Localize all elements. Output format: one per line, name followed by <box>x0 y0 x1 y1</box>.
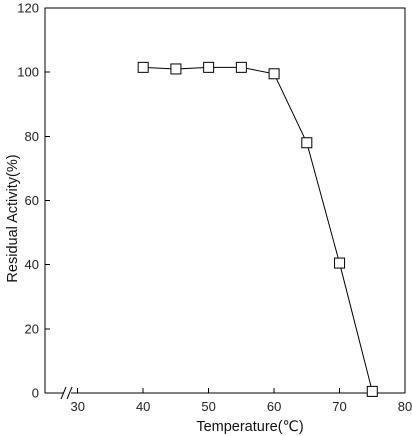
data-point <box>268 68 280 80</box>
break-stroke <box>66 386 73 400</box>
break-stroke <box>60 386 67 400</box>
y-axis-title: Residual Activity(%) <box>5 154 21 282</box>
x-tick-label: 50 <box>201 399 215 414</box>
x-tick-label: 60 <box>267 399 281 414</box>
y-tick-label: 0 <box>32 386 39 401</box>
x-tick-label: 30 <box>70 399 84 414</box>
y-tick-label: 20 <box>25 321 39 336</box>
series <box>137 61 378 397</box>
x-axis-title: Temperature(℃) <box>196 419 303 435</box>
y-tick-label: 80 <box>25 129 39 144</box>
axes <box>44 7 406 400</box>
data-point <box>301 137 313 149</box>
x-tick-label: 70 <box>332 399 346 414</box>
x-tick-label: 80 <box>398 399 412 414</box>
data-point <box>203 61 215 73</box>
data-point <box>235 61 247 73</box>
x-axis-break-mark <box>60 386 73 400</box>
plot-frame <box>44 7 406 394</box>
data-point <box>137 61 149 73</box>
data-point <box>366 385 378 397</box>
y-tick-label: 40 <box>25 257 39 272</box>
x-axis-ticks: 30 40 50 60 70 80 <box>70 388 412 414</box>
data-point <box>334 257 346 269</box>
data-point <box>170 63 182 75</box>
y-tick-label: 60 <box>25 193 39 208</box>
y-tick-label: 100 <box>17 65 39 80</box>
series-line <box>143 66 373 392</box>
x-tick-label: 40 <box>136 399 150 414</box>
y-axis-ticks: 0 20 40 60 80 100 120 <box>17 1 50 401</box>
y-tick-label: 120 <box>17 1 39 16</box>
